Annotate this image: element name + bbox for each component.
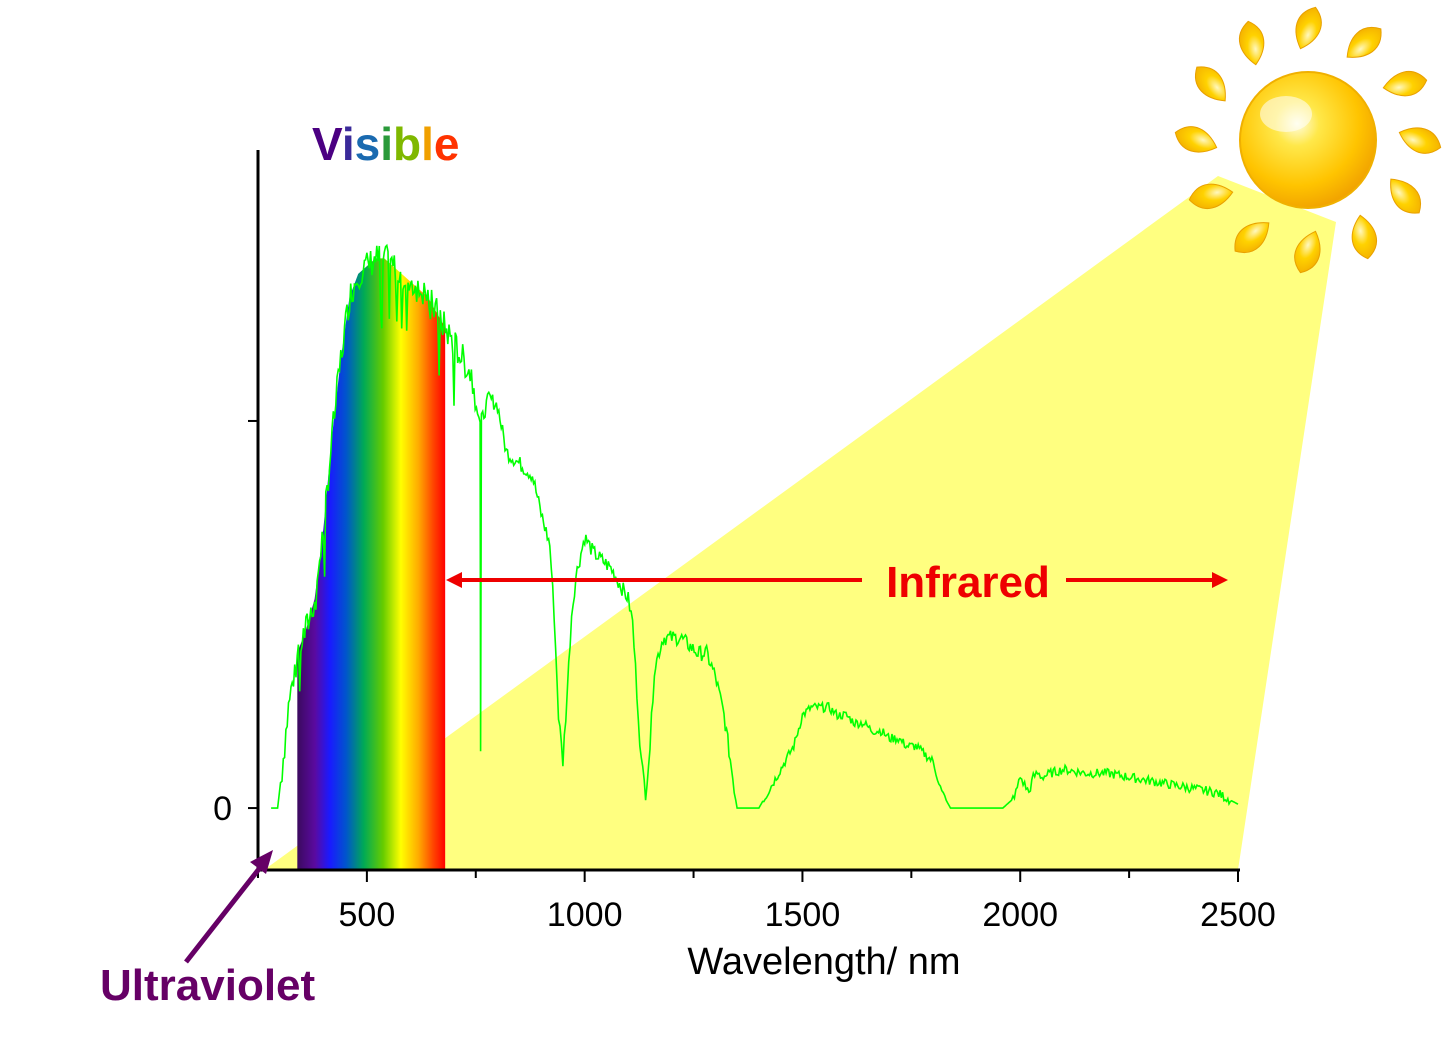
visible-letter: V: [312, 118, 343, 170]
sun-ray-icon: [1294, 230, 1321, 274]
sun-highlight-icon: [1260, 96, 1312, 132]
visible-letter: e: [434, 118, 460, 170]
x-ticks: 500 1000 1500 2000 2500: [257, 870, 1276, 934]
x-tick-label: 1500: [765, 896, 841, 934]
x-tick-label: 2500: [1200, 896, 1276, 934]
sun-ray-icon: [1174, 126, 1218, 153]
visible-letter: i: [342, 118, 355, 170]
sun-ray-icon: [1346, 27, 1382, 58]
spectrum-series-line: [271, 243, 1239, 809]
infrared-arrow: [446, 572, 1228, 588]
sun-ray-icon: [1234, 222, 1270, 253]
sun-ray-icon: [1390, 178, 1421, 214]
x-tick-label: 2000: [982, 896, 1058, 934]
x-tick-label: 1000: [547, 896, 623, 934]
ultraviolet-arrow: [184, 850, 273, 964]
sun-ray-icon: [1188, 183, 1234, 210]
sun-ray-icon: [1238, 20, 1265, 66]
axes: 500 1000 1500 2000 2500 0: [213, 150, 1276, 934]
sun-icon: [1174, 6, 1442, 274]
sun-ray-icon: [1351, 214, 1378, 260]
sun-core-icon: [1239, 71, 1377, 209]
sun-ray-icon: [1382, 70, 1428, 97]
visible-letter: b: [393, 118, 421, 170]
ultraviolet-label: Ultraviolet: [100, 961, 316, 1010]
visible-letter: i: [380, 118, 393, 170]
x-axis-title: Wavelength/ nm: [687, 941, 960, 983]
infrared-label: Infrared: [886, 558, 1050, 607]
sun-ray-icon: [1195, 66, 1226, 102]
y-ticks: 0: [213, 419, 258, 828]
visible-label: Visible: [312, 118, 460, 170]
x-tick-label: 500: [339, 896, 396, 934]
y-tick-label: 0: [213, 790, 232, 828]
sun-ray-icon: [1295, 6, 1322, 50]
visible-letter: l: [421, 118, 434, 170]
sunlight-beam: [264, 176, 1336, 870]
visible-letter: s: [355, 118, 381, 170]
sun-ray-icon: [1398, 127, 1442, 154]
